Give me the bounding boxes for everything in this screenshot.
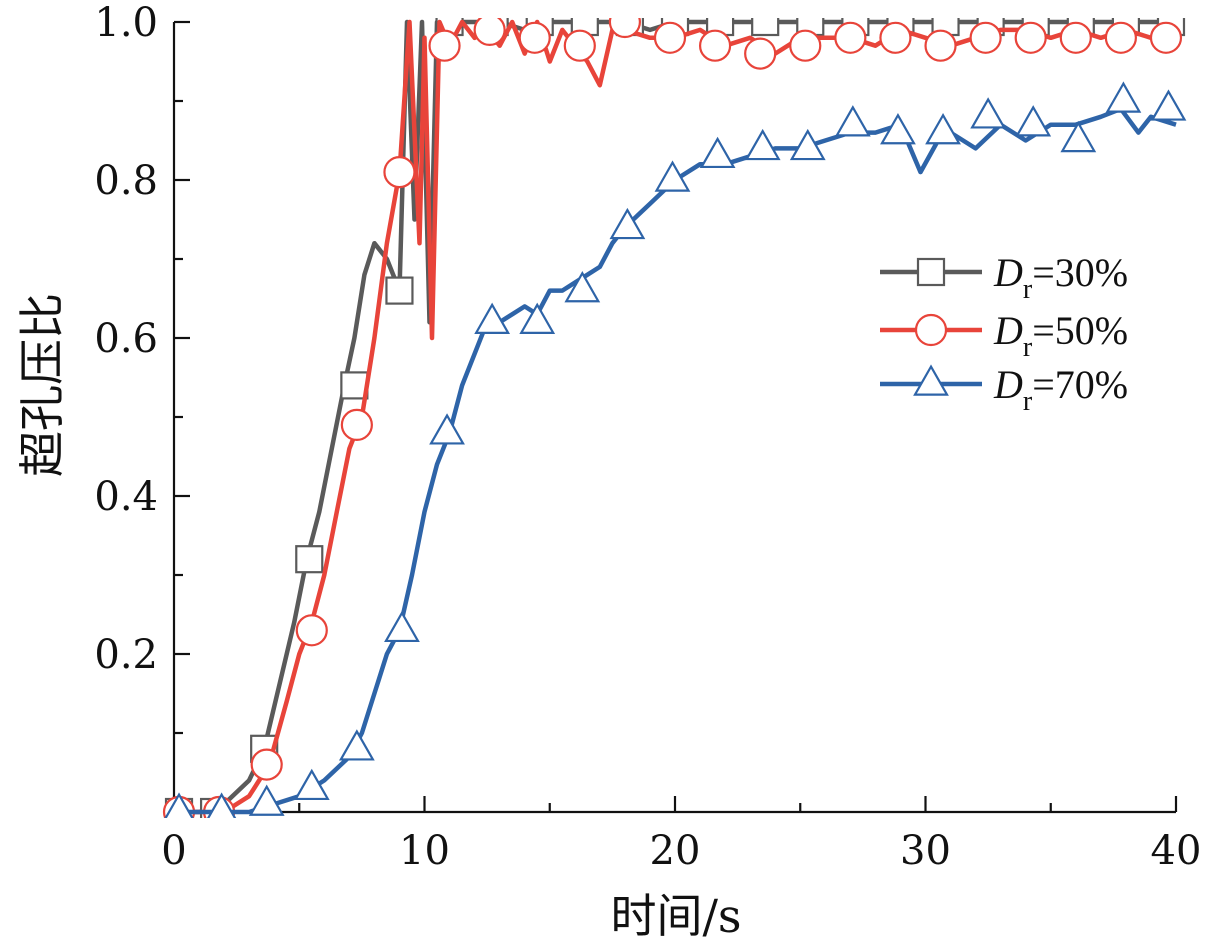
- series-point-triangle: [834, 105, 871, 137]
- legend-marker-square: [916, 257, 946, 287]
- series-point-circle: [1059, 21, 1092, 54]
- series-point-triangle: [519, 302, 556, 334]
- x-tick-label: 20: [650, 828, 701, 874]
- series-point-circle: [340, 408, 373, 441]
- legend-label: Dr=50%: [993, 308, 1128, 363]
- series-point-circle: [295, 614, 328, 647]
- series-point-circle: [698, 29, 732, 62]
- series-point-triangle: [925, 113, 961, 145]
- series-point-circle: [653, 21, 687, 54]
- x-tick-label: 0: [161, 828, 186, 874]
- series-point-triangle: [789, 128, 826, 161]
- legend-label: Dr=70%: [993, 362, 1128, 417]
- legend-label: Dr=30%: [993, 250, 1128, 305]
- x-tick-label: 40: [1151, 828, 1202, 874]
- series-point-triangle: [384, 610, 420, 643]
- series-point-triangle: [970, 97, 1007, 129]
- series-triangle: [164, 81, 1187, 818]
- series-point-square: [751, 18, 780, 37]
- series-point-circle: [834, 21, 867, 54]
- series-point-circle: [563, 29, 596, 62]
- y-tick-label: 1.0: [94, 0, 158, 46]
- series-point-circle: [250, 748, 283, 781]
- series-point-triangle: [1105, 81, 1142, 113]
- series-point-circle: [1149, 21, 1183, 54]
- series-point-triangle: [880, 113, 916, 145]
- y-tick-label: 0.4: [94, 474, 158, 520]
- x-tick-label: 30: [900, 828, 951, 874]
- series-point-triangle: [429, 413, 465, 445]
- series-point-circle: [473, 18, 506, 46]
- series-point-square: [385, 276, 414, 305]
- y-tick-label: 0.8: [94, 158, 158, 204]
- legend-item: Dr=70%: [880, 362, 1128, 417]
- y-axis-title: 超孔压比: [15, 293, 69, 477]
- x-axis-title: 时间/s: [610, 889, 741, 943]
- series-point-triangle: [1060, 120, 1097, 153]
- series-point-square: [295, 545, 324, 574]
- series-point-triangle: [1150, 89, 1187, 121]
- series-point-triangle: [1015, 105, 1052, 137]
- series-point-triangle: [744, 128, 781, 161]
- series-point-triangle: [654, 160, 691, 192]
- legend-item: Dr=30%: [880, 250, 1128, 305]
- series-layer: [162, 18, 1187, 818]
- x-tick-label: 10: [399, 828, 450, 874]
- series-point-circle: [608, 18, 641, 39]
- legend-marker-triangle: [913, 364, 949, 396]
- series-point-triangle: [564, 271, 601, 303]
- series-point-triangle: [293, 768, 330, 801]
- series-point-triangle: [699, 136, 736, 169]
- legend-item: Dr=50%: [880, 308, 1128, 363]
- series-point-circle: [518, 21, 551, 54]
- series-point-circle: [383, 156, 416, 189]
- series-point-triangle: [164, 792, 194, 818]
- series-point-triangle: [474, 302, 511, 334]
- series-circle: [162, 18, 1183, 818]
- series-point-circle: [789, 29, 822, 62]
- series-point-triangle: [609, 207, 646, 240]
- series-point-triangle: [338, 729, 375, 761]
- legend-marker-circle: [914, 313, 948, 347]
- tick-labels: 0 10 20 30 40 0.2 0.4 0.6 0.8 1.0: [94, 0, 1201, 874]
- series-point-circle: [969, 21, 1002, 54]
- series-point-circle: [428, 29, 461, 62]
- y-tick-label: 0.2: [94, 632, 158, 678]
- series-line: [179, 106, 1177, 815]
- series-point-circle: [1014, 21, 1047, 54]
- series-point-circle: [744, 37, 777, 70]
- series-point-triangle: [206, 792, 237, 818]
- y-tick-label: 0.6: [94, 316, 158, 362]
- series-point-circle: [924, 29, 957, 62]
- legend: Dr=30%Dr=50%Dr=70%: [880, 250, 1128, 417]
- series-point-triangle: [248, 784, 285, 816]
- series-point-circle: [1104, 21, 1137, 54]
- axes: [172, 20, 1178, 814]
- series-point-circle: [879, 21, 912, 54]
